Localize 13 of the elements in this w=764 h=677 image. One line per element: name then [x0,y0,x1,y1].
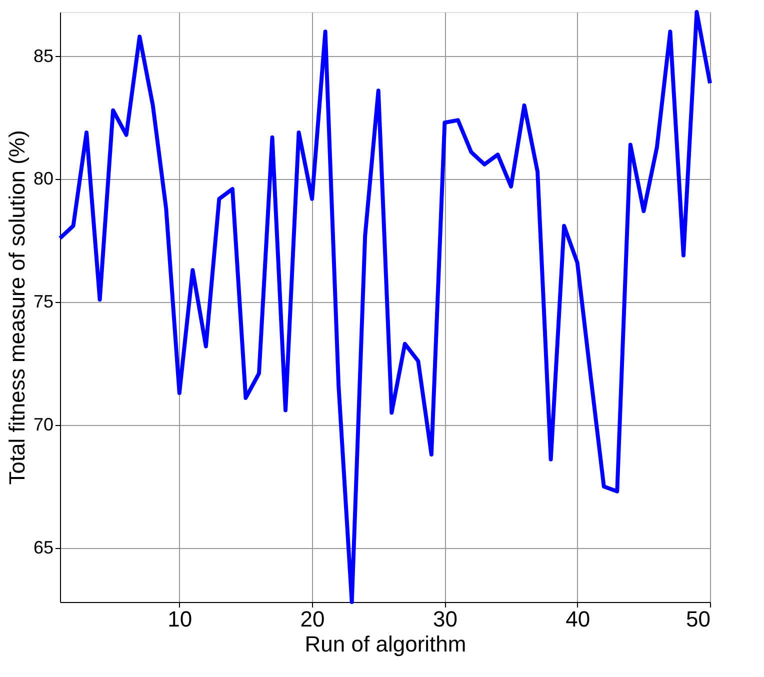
x-tick-label: 30 [432,606,458,632]
line-series [58,10,712,604]
y-tick-label: 70 [33,414,54,434]
x-tick-label: 50 [686,606,710,632]
x-axis-title: Run of algorithm [304,632,466,656]
y-tick-label: 80 [33,168,54,189]
y-tick-label: 65 [33,537,54,558]
y-axis-title: Total fitness measure of solution (%) [4,130,30,485]
x-tick-label: 10 [168,606,192,632]
y-tick-label: 85 [33,46,54,66]
x-tick-label: 20 [300,606,325,632]
y-tick-label: 75 [33,292,54,312]
x-tick-label: 40 [566,606,590,632]
